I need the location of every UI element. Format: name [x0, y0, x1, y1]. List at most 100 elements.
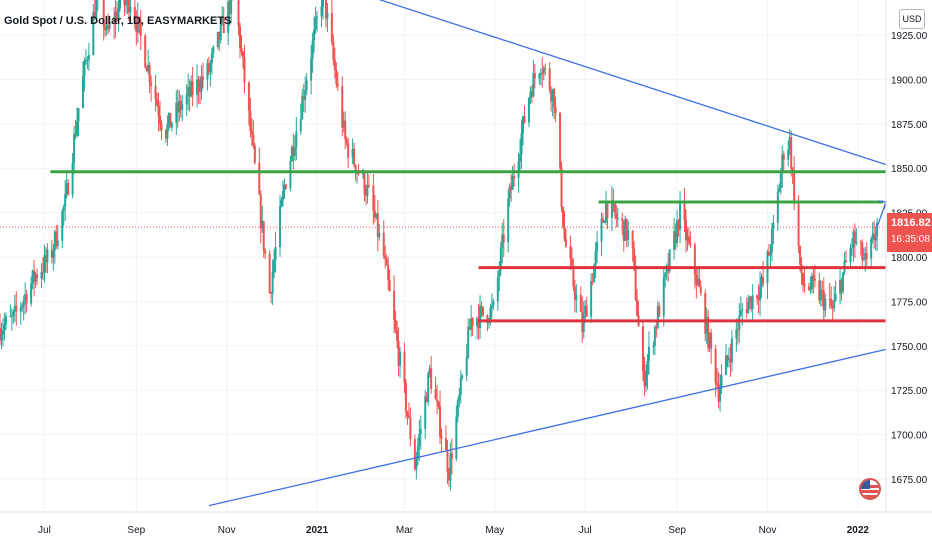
x-tick-label: Mar: [396, 525, 414, 536]
candle-body: [770, 228, 773, 253]
candle-body: [92, 11, 95, 56]
candle-body: [240, 48, 243, 52]
candle-body: [471, 318, 474, 326]
candle-body: [342, 120, 345, 128]
currency-button[interactable]: USD: [899, 9, 925, 29]
candle-body: [613, 203, 616, 214]
candle-body: [1, 330, 4, 335]
candle-body: [634, 265, 637, 300]
candle-body: [643, 371, 646, 387]
candle-body: [353, 148, 356, 166]
candle-body: [560, 167, 563, 207]
candle-body: [324, 0, 327, 19]
candle-body: [781, 154, 784, 174]
candle-body: [304, 90, 307, 100]
candle-body: [199, 90, 202, 92]
x-tick-label: Nov: [218, 525, 236, 536]
candle-body: [440, 436, 443, 439]
candle-body: [833, 300, 836, 309]
candle-body: [790, 137, 793, 169]
candle-body: [855, 241, 858, 244]
candle-body: [136, 16, 139, 33]
candle-body: [209, 63, 212, 73]
candle-body: [594, 251, 597, 266]
candle-body: [870, 238, 873, 259]
candle-body: [305, 80, 308, 91]
candle-body: [861, 242, 864, 260]
us-flag-icon[interactable]: [859, 478, 881, 500]
candle-body: [446, 449, 449, 473]
candle-body: [284, 184, 287, 189]
candle-body: [519, 154, 522, 162]
bar-countdown: 16:35:08: [891, 234, 930, 245]
candle-body: [404, 383, 407, 412]
candle-body: [658, 306, 661, 317]
candle-body: [830, 299, 833, 307]
candle-body: [653, 327, 656, 346]
candle-body: [293, 147, 296, 156]
candle-body: [24, 294, 27, 301]
y-tick-label: 1925.00: [891, 31, 928, 42]
candle-body: [150, 82, 153, 86]
y-tick-label: 1850.00: [891, 164, 928, 175]
candle-body: [490, 305, 493, 308]
candle-body: [413, 439, 416, 470]
candle-body: [656, 306, 659, 328]
candle-body: [252, 134, 255, 146]
trendline-lower[interactable]: [208, 348, 887, 507]
candle-body: [719, 388, 722, 402]
candle-body: [668, 249, 671, 272]
candle-body: [665, 265, 668, 274]
candle-body: [61, 211, 64, 241]
candle-body: [12, 311, 15, 316]
candle-body: [533, 73, 536, 79]
candle-body: [31, 270, 34, 284]
candle-body: [444, 438, 447, 450]
candle-body: [844, 260, 847, 263]
candle-body: [316, 16, 319, 18]
candle-body: [544, 68, 547, 70]
candle-body: [467, 326, 470, 358]
candle-body: [489, 307, 492, 322]
candle-body: [221, 17, 224, 24]
candle-body: [394, 319, 397, 331]
drawings[interactable]: [50, 0, 887, 507]
candle-body: [593, 265, 596, 283]
candle-body: [812, 275, 815, 279]
candle-body: [67, 182, 70, 195]
candle-body: [647, 346, 650, 361]
trendline-upper[interactable]: [292, 0, 887, 166]
candle-body: [40, 271, 43, 279]
candle-body: [676, 220, 679, 243]
candle-body: [642, 326, 645, 372]
candle-body: [373, 210, 376, 218]
candle-body: [787, 149, 790, 160]
x-tick-label: Sep: [127, 525, 145, 536]
candle-body: [745, 309, 748, 314]
candle-body: [818, 280, 821, 301]
candle-body: [108, 22, 111, 29]
candle-body: [283, 184, 286, 191]
candle-body: [190, 81, 193, 97]
candle-body: [397, 340, 400, 366]
candle-body: [569, 246, 572, 259]
candle-body: [470, 318, 473, 330]
candle-body: [631, 230, 634, 249]
candle-body: [271, 272, 274, 294]
candle-body: [683, 201, 686, 221]
candle-body: [93, 11, 96, 19]
candle-body: [206, 63, 209, 80]
candle-body: [585, 305, 588, 317]
candle-body: [81, 75, 84, 109]
candle-body: [301, 95, 304, 120]
candle-body: [550, 90, 553, 102]
candle-body: [501, 234, 504, 249]
candle-body: [166, 124, 169, 139]
candle-body: [3, 324, 6, 331]
candle-body: [529, 91, 532, 99]
candle-body: [476, 318, 479, 326]
candle-body: [344, 120, 347, 140]
candle-body: [250, 130, 253, 135]
candle-body: [201, 76, 204, 80]
